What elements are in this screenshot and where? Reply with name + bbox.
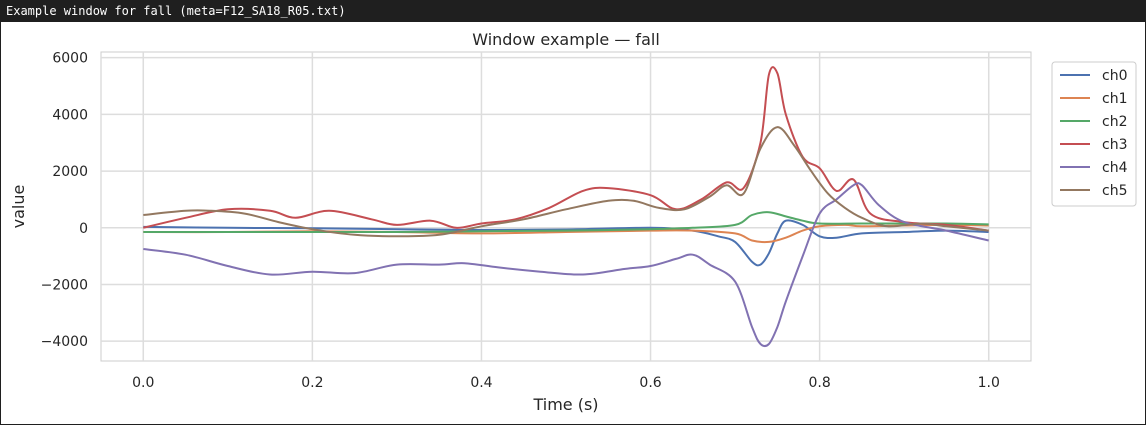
series-line-ch2 [143, 211, 989, 234]
y-tick-label: 6000 [52, 51, 88, 67]
series-line-ch5 [143, 126, 989, 238]
x-axis-label: Time (s) [532, 395, 598, 414]
y-axis-label: value [9, 185, 28, 229]
window-title: Example window for fall (meta=F12_SA18_R… [6, 4, 346, 18]
legend-label-ch4: ch4 [1102, 160, 1128, 176]
y-tick-label: −2000 [41, 277, 88, 293]
x-tick-label: 0.2 [301, 375, 323, 391]
x-tick-label: 0.0 [132, 375, 154, 391]
legend-label-ch2: ch2 [1102, 114, 1127, 130]
legend-label-ch0: ch0 [1102, 68, 1127, 84]
y-tick-label: 4000 [52, 107, 88, 123]
legend-label-ch3: ch3 [1102, 137, 1127, 153]
x-axis-ticks: 0.0 0.2 0.4 0.6 0.8 1.0 [132, 375, 1000, 391]
legend-label-ch1: ch1 [1102, 91, 1127, 107]
y-tick-label: 0 [79, 221, 88, 237]
grid [101, 52, 1031, 361]
series-line-ch3 [143, 66, 989, 232]
x-tick-label: 1.0 [978, 375, 1000, 391]
window-title-bar: Example window for fall (meta=F12_SA18_R… [0, 0, 1146, 22]
y-tick-label: 2000 [52, 164, 88, 180]
series-line-ch4 [143, 182, 989, 348]
x-tick-label: 0.8 [809, 375, 831, 391]
y-axis-ticks: −4000 −2000 0 2000 4000 6000 [41, 51, 88, 350]
x-tick-label: 0.6 [639, 375, 661, 391]
legend: ch0 ch1 ch2 ch3 ch4 ch5 [1051, 61, 1137, 207]
chart-title: Window example — fall [472, 30, 660, 49]
legend-label-ch5: ch5 [1102, 183, 1127, 199]
series-line-ch0 [143, 219, 989, 267]
plot-area [100, 51, 1032, 362]
x-tick-label: 0.4 [470, 375, 492, 391]
series-lines [143, 66, 989, 348]
y-tick-label: −4000 [41, 334, 88, 350]
